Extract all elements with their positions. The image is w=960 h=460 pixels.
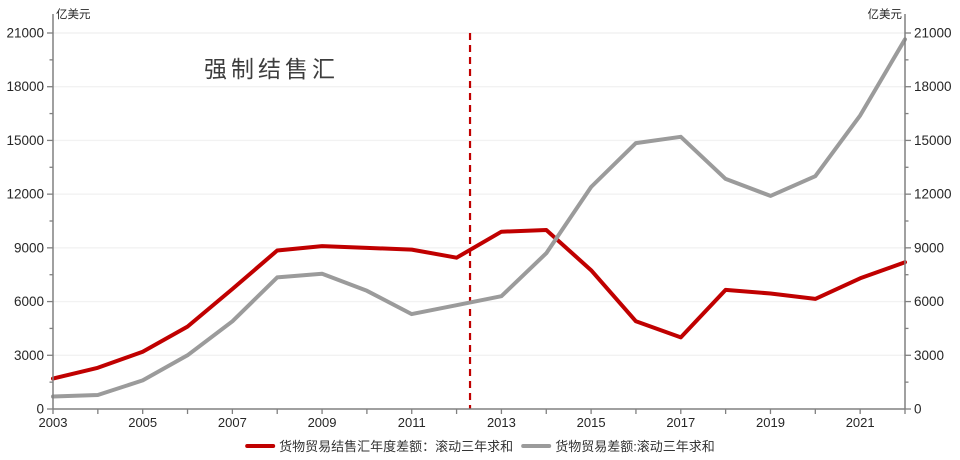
x-tick-label: 2015: [577, 415, 606, 430]
y-tick-label-left: 3000: [14, 348, 44, 363]
y-tick-label-right: 18000: [914, 79, 952, 94]
legend-item-trade-balance: 货物贸易差额:滚动三年求和: [521, 436, 715, 455]
y-tick-label-right: 0: [914, 402, 922, 417]
y-tick-label-left: 9000: [14, 240, 44, 255]
x-tick-label: 2009: [308, 415, 337, 430]
y-axis-unit-right: 亿美元: [868, 7, 903, 21]
x-tick-label: 2011: [398, 415, 426, 430]
x-tick-label: 2021: [846, 415, 875, 430]
x-tick-label: 2003: [39, 415, 68, 430]
y-tick-label-left: 15000: [6, 133, 44, 148]
y-tick-label-right: 15000: [914, 133, 952, 148]
legend-label: 货物贸易结售汇年度差额：滚动三年求和: [279, 439, 514, 454]
y-tick-label-right: 6000: [914, 294, 944, 309]
y-axis-unit-left: 亿美元: [56, 7, 91, 21]
y-tick-label-left: 12000: [6, 187, 44, 202]
y-tick-label-left: 0: [36, 402, 44, 417]
y-tick-label-left: 21000: [6, 26, 44, 41]
y-tick-label-left: 6000: [14, 294, 44, 309]
chart-annotation: 强制结售汇: [204, 57, 339, 83]
y-tick-label-right: 12000: [914, 187, 952, 202]
x-tick-label: 2005: [128, 415, 157, 430]
series-line-settlement: [51, 228, 907, 381]
series-line-trade-balance: [51, 37, 907, 399]
y-tick-label-left: 18000: [6, 79, 44, 94]
legend-line-swatch: [245, 443, 276, 448]
legend-label: 货物贸易差额:滚动三年求和: [555, 439, 715, 454]
x-tick-label: 2017: [666, 415, 695, 430]
y-tick-label-right: 21000: [914, 26, 952, 41]
chart-plot-area: 0 0 3000 3000 6000 6000 9000 9000 12000 12000 1500…: [6, 7, 952, 430]
chart-legend: 货物贸易结售汇年度差额：滚动三年求和 货物贸易差额:滚动三年求和: [245, 436, 715, 455]
y-tick-label-right: 9000: [914, 240, 944, 255]
x-tick-label: 2013: [487, 415, 516, 430]
x-tick-label: 2019: [756, 415, 785, 430]
y-tick-label-right: 3000: [914, 348, 944, 363]
x-tick-label: 2007: [218, 415, 247, 430]
legend-item-settlement: 货物贸易结售汇年度差额：滚动三年求和: [245, 436, 513, 455]
legend-line-swatch: [521, 443, 552, 448]
